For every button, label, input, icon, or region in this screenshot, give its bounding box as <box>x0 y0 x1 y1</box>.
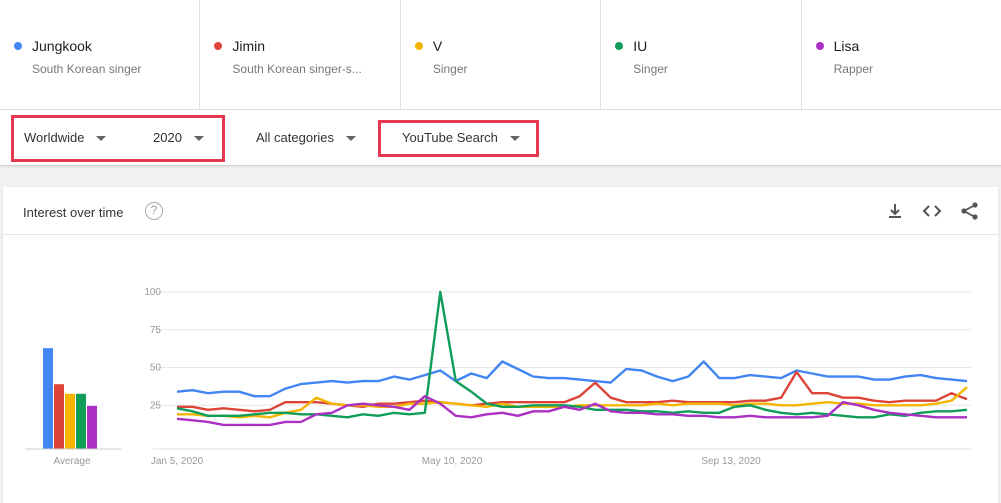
x-tick-label: May 10, 2020 <box>422 456 483 467</box>
x-tick-label: Jan 5, 2020 <box>151 456 204 467</box>
category-dropdown[interactable]: All categories <box>256 130 357 145</box>
term-card-iu[interactable]: IU Singer <box>600 0 800 109</box>
series-line-jimin <box>177 370 968 413</box>
average-bar-jungkook <box>43 348 53 449</box>
y-tick-label: 50 <box>150 363 162 374</box>
term-color-dot <box>815 42 824 50</box>
term-subtitle: Singer <box>432 62 468 76</box>
series-line-jungkook <box>176 360 968 398</box>
term-name: V <box>432 38 443 54</box>
interest-over-time-chart: Average 100 75 50 25 Jan 5, 2020 May 10, 202… <box>25 287 971 467</box>
y-tick-label: 100 <box>144 287 161 298</box>
interest-over-time-card: Interest over time ? Average 100 75 50 25 J… <box>3 187 998 503</box>
y-tick-label: 75 <box>150 325 162 336</box>
y-axis-ticks: 100 75 50 25 <box>144 287 161 411</box>
term-name: Jungkook <box>32 38 92 54</box>
term-subtitle: Rapper <box>833 62 873 76</box>
y-tick-label: 25 <box>150 400 162 411</box>
time-range-label: 2020 <box>153 130 182 145</box>
category-label: All categories <box>256 130 335 145</box>
highlight-box-search-source <box>378 120 539 157</box>
x-tick-label: Sep 13, 2020 <box>701 456 761 467</box>
term-name: IU <box>633 38 648 54</box>
card-header: Interest over time ? <box>3 187 998 235</box>
term-color-dot <box>14 42 22 50</box>
term-subtitle: South Korean singer-s... <box>232 62 362 76</box>
average-bar-iu <box>76 393 86 449</box>
comparison-terms-bar: Jungkook South Korean singer Jimin South… <box>0 0 1001 110</box>
highlight-box-region-year <box>11 115 225 162</box>
region-dropdown[interactable]: Worldwide <box>24 130 107 145</box>
time-range-dropdown[interactable]: 2020 <box>153 130 204 145</box>
chevron-down-icon <box>509 136 520 142</box>
average-label: Average <box>53 456 91 467</box>
term-color-dot <box>414 42 423 50</box>
chart-gridlines <box>153 291 971 450</box>
term-card-lisa[interactable]: Lisa Rapper <box>800 0 1001 109</box>
chart-series-lines <box>176 290 968 427</box>
term-subtitle: South Korean singer <box>32 62 142 76</box>
term-card-v[interactable]: V Singer <box>399 0 600 109</box>
embed-code-icon[interactable] <box>922 201 942 221</box>
term-card-jimin[interactable]: Jimin South Korean singer-s... <box>199 0 399 109</box>
term-subtitle: Singer <box>633 62 668 76</box>
average-bar-v <box>65 393 75 449</box>
average-bar-jimin <box>54 384 64 449</box>
average-bar-lisa <box>87 405 97 449</box>
term-name: Jimin <box>232 38 266 54</box>
share-icon[interactable] <box>960 201 980 221</box>
download-icon[interactable] <box>885 201 905 221</box>
card-title: Interest over time <box>23 205 124 220</box>
chevron-down-icon <box>346 136 357 142</box>
term-color-dot <box>615 42 624 50</box>
filter-bar: Worldwide 2020 All categories YouTube Se… <box>0 110 1001 166</box>
average-bars <box>43 348 97 449</box>
term-card-jungkook[interactable]: Jungkook South Korean singer <box>0 0 199 109</box>
chevron-down-icon <box>193 136 204 142</box>
series-line-iu <box>176 290 968 419</box>
search-source-dropdown[interactable]: YouTube Search <box>402 130 520 145</box>
chevron-down-icon <box>96 136 107 142</box>
help-icon[interactable]: ? <box>145 202 163 220</box>
x-axis-ticks: Jan 5, 2020 May 10, 2020 Sep 13, 2020 <box>151 456 761 467</box>
series-line-lisa <box>176 394 967 427</box>
search-source-label: YouTube Search <box>402 130 498 145</box>
term-color-dot <box>214 42 223 50</box>
region-label: Worldwide <box>24 130 85 145</box>
term-name: Lisa <box>833 38 860 54</box>
